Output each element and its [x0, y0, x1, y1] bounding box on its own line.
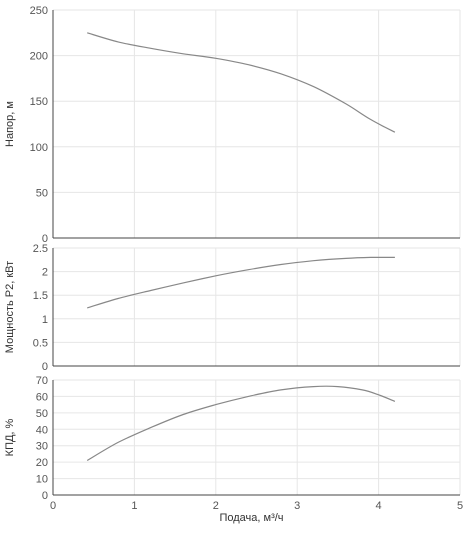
x-axis-label: Подача, м³/ч [219, 512, 283, 524]
y-tick-label: 70 [36, 375, 48, 387]
y-axis-label: Мощность Р2, кВт [4, 261, 16, 353]
y-tick-label: 0 [42, 233, 48, 245]
x-tick-label: 1 [131, 500, 137, 512]
y-tick-label: 1.5 [33, 290, 48, 302]
chart-panel-3: 0 10 20 30 40 50 60 70 0 1 2 3 4 5 КПД, % Подача, м³/ч [4, 375, 463, 524]
y-tick-label: 200 [30, 51, 48, 63]
y-tick-label: 2.5 [33, 243, 48, 255]
chart-panel-2: 0 0.5 1 1.5 2 2.5 Мощность Р2, кВт [4, 243, 461, 373]
y-tick-label: 40 [36, 424, 48, 436]
y-tick-label: 0 [42, 490, 48, 502]
y-tick-label: 2 [42, 267, 48, 279]
y-tick-label: 60 [36, 391, 48, 403]
y-tick-label: 1 [42, 314, 48, 326]
y-tick-label: 50 [36, 187, 48, 199]
y-tick-label: 100 [30, 142, 48, 154]
y-tick-label: 50 [36, 408, 48, 420]
y-tick-label: 250 [30, 5, 48, 17]
y-axis-label: Напор, м [4, 101, 16, 147]
y-tick-label: 150 [30, 96, 48, 108]
y-tick-label: 30 [36, 441, 48, 453]
y-tick-label: 20 [36, 457, 48, 469]
x-tick-label: 3 [294, 500, 300, 512]
series-line-1-1 [87, 32, 396, 133]
chart-panel-1: 0 50 100 150 200 250 Напор, м [4, 5, 461, 245]
y-tick-label: 10 [36, 474, 48, 486]
x-tick-label: 2 [213, 500, 219, 512]
x-tick-label: 4 [376, 500, 382, 512]
y-tick-label: 0 [42, 361, 48, 373]
y-axis-label: КПД, % [4, 418, 16, 456]
series-line-2-1 [87, 256, 395, 309]
y-tick-label: 0.5 [33, 337, 48, 349]
x-tick-label: 0 [50, 500, 56, 512]
series-line-3-1 [86, 385, 396, 462]
x-tick-label: 5 [457, 500, 463, 512]
